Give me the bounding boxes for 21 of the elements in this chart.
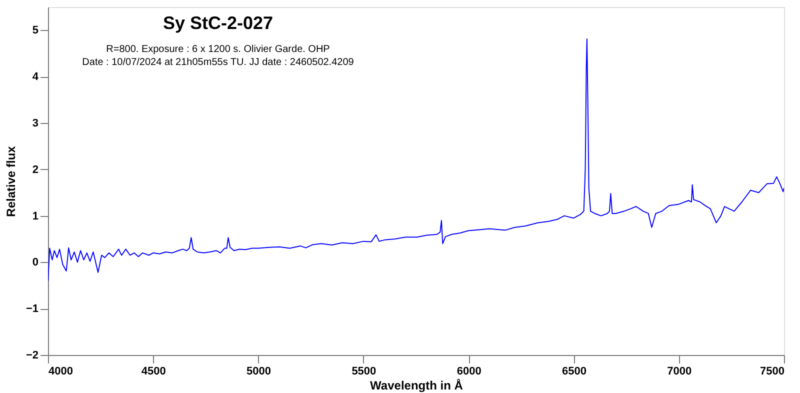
- x-tick-label: 4000: [48, 366, 73, 378]
- y-tick-label: 0: [32, 256, 38, 269]
- y-tick-label: 2: [32, 164, 38, 176]
- x-tick-label: 6000: [456, 366, 482, 378]
- x-tick-label: 6500: [562, 366, 586, 378]
- y-tick-label: 1: [32, 210, 38, 222]
- x-axis-title: Wavelength in Å: [370, 378, 464, 392]
- line-series: [48, 38, 784, 282]
- x-tick-label: 5500: [352, 366, 376, 378]
- y-tick-label: 5: [32, 24, 38, 37]
- chart-title: Sy StC-2-027: [162, 13, 274, 33]
- y-tick-label: −1: [26, 303, 38, 316]
- y-tick-label: −2: [26, 350, 38, 362]
- y-tick-label: 3: [32, 118, 38, 130]
- x-tick-label: 7000: [667, 366, 692, 378]
- y-axis-title: Relative flux: [4, 146, 18, 217]
- x-tick-label: 5000: [246, 366, 272, 378]
- y-tick-label: 4: [32, 71, 40, 84]
- text: R=800. Exposure : 6 x 1200 s. Olivier Garde. OHP Date : 10/07/2024 at 21h05m55s TU. JJ date : 2460502.4209: [82, 44, 354, 68]
- x-tick-label: 4500: [141, 366, 166, 378]
- x-tick-label: 7500: [760, 366, 784, 378]
